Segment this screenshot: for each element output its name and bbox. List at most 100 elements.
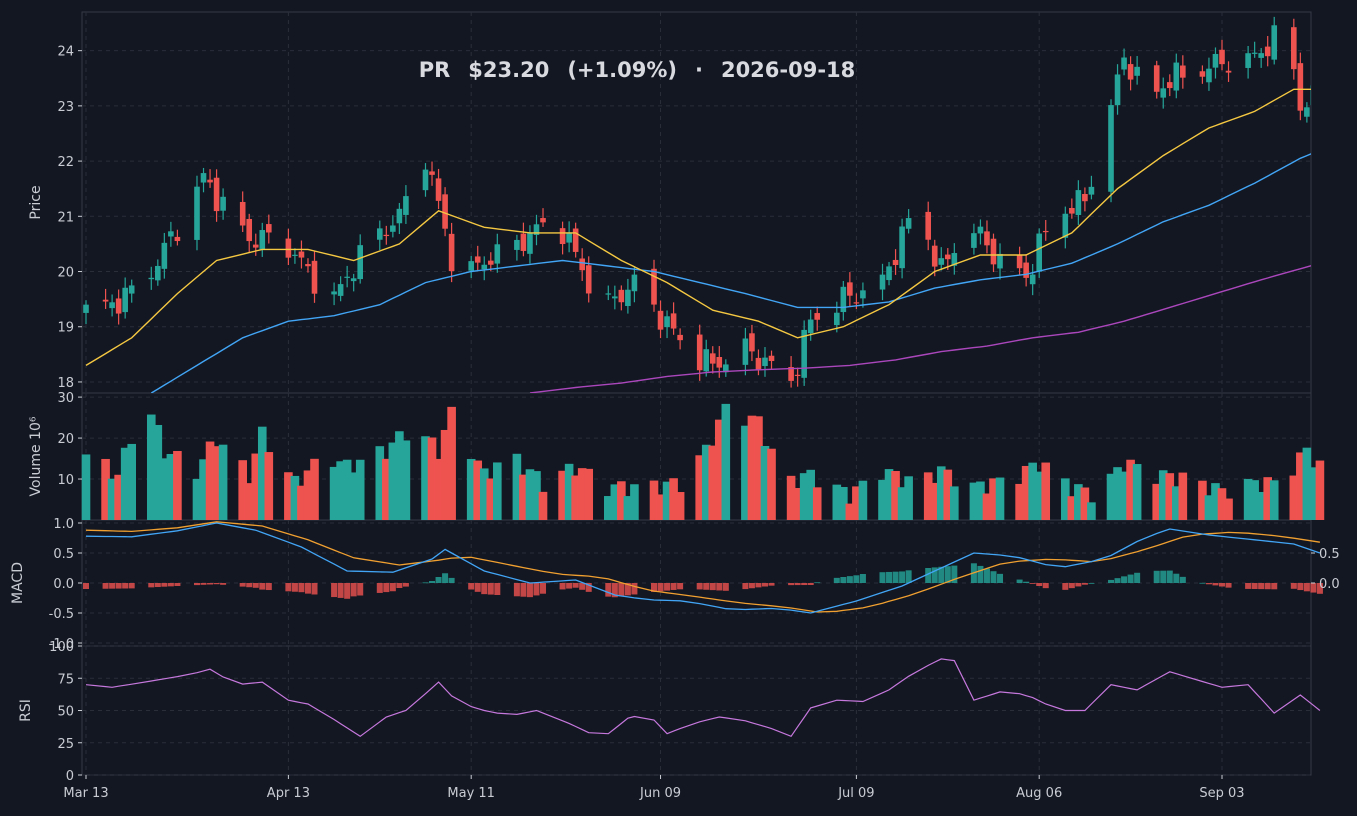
candle (429, 161, 435, 186)
candle (220, 188, 226, 220)
candle-body (298, 251, 305, 258)
candle (572, 222, 579, 258)
candle (194, 175, 200, 251)
candle-body (1088, 186, 1095, 195)
candle-body (442, 194, 448, 229)
candle-body (605, 293, 612, 295)
candle-body (350, 278, 357, 282)
macd-histogram-bar (259, 583, 266, 590)
macd-histogram-bar (677, 583, 684, 590)
macd-histogram-bar (239, 583, 246, 587)
macd-histogram-bar (879, 572, 886, 583)
chart-title: PR $23.20 (+1.09%) · 2026-09-18 (419, 58, 856, 82)
volume-bar (1178, 472, 1188, 520)
macd-histogram-bar (761, 583, 768, 587)
volume-bar (1171, 486, 1181, 520)
volume-bar (532, 471, 541, 520)
volume-bar (153, 424, 163, 520)
candle-body (853, 302, 860, 304)
candle (742, 327, 749, 376)
macd-histogram-bar (344, 583, 351, 599)
panel-ylabel: MACD (10, 562, 26, 604)
candle-body (468, 261, 474, 271)
macd-histogram-bar (1205, 583, 1212, 585)
candle (559, 221, 566, 255)
volume-bar (329, 466, 339, 520)
candle-body (520, 233, 527, 251)
candle-body (899, 226, 905, 269)
candle (723, 359, 729, 377)
y-tick-label: 20 (57, 266, 74, 281)
candle-body (474, 256, 481, 263)
candle-body (703, 349, 710, 372)
volume-bar (238, 460, 247, 520)
volume-bar (1152, 483, 1162, 520)
candle (1108, 99, 1114, 203)
price-date: 2026-09-18 (721, 58, 855, 82)
candle (390, 215, 396, 238)
macd-histogram-bar (376, 583, 383, 593)
candle (115, 289, 122, 325)
candle-body (716, 356, 723, 368)
macd-histogram-bar (605, 583, 612, 597)
candle (709, 346, 716, 374)
volume-bar (806, 469, 815, 520)
candle-body (148, 277, 155, 280)
candle (246, 213, 253, 253)
macd-histogram-bar (220, 583, 227, 585)
candle (579, 248, 585, 281)
panel-ylabel: RSI (18, 699, 34, 722)
candle-body (807, 319, 814, 334)
volume-bar (989, 478, 998, 520)
candle-body (540, 218, 546, 223)
candle (1206, 57, 1212, 91)
volume-bar (603, 496, 613, 520)
volume-bar (1315, 460, 1325, 520)
macd-histogram-bar (1127, 574, 1134, 583)
y-tick-label: 18 (57, 376, 74, 391)
volume-bar (1132, 464, 1142, 520)
candle-body (292, 254, 298, 256)
candle-body (115, 298, 122, 314)
volume-bar (1113, 467, 1122, 520)
macd-histogram-bar (814, 582, 821, 584)
macd-histogram-bar (383, 583, 390, 593)
volume-bar (884, 469, 894, 520)
candle (814, 306, 821, 331)
volume-bar (427, 437, 437, 520)
candle (801, 320, 807, 386)
candle (494, 233, 501, 273)
candle-body (977, 226, 984, 234)
macd-histogram-bar (540, 583, 547, 594)
macd-histogram-bar (1271, 583, 1278, 590)
candle-body (657, 310, 664, 330)
candle (239, 191, 246, 233)
y-tick-label: 0 (66, 769, 74, 784)
candle (1166, 74, 1173, 97)
volume-bar (466, 458, 476, 520)
macd-histogram-bar (1258, 583, 1265, 590)
grid-layer (81, 11, 1312, 776)
candle-body (1206, 68, 1212, 83)
volume-bar (486, 478, 496, 520)
candle (971, 223, 977, 255)
y-tick-label: 10 (57, 473, 74, 488)
volume-bar (1015, 483, 1024, 520)
candle-body (559, 228, 566, 245)
macd-histogram-bar (193, 583, 200, 586)
candle (990, 233, 997, 273)
volume-bar (1158, 470, 1168, 520)
volume-bar (936, 466, 946, 520)
candle-body (1036, 233, 1042, 272)
volume-bar (1041, 462, 1051, 520)
candle-body (239, 201, 246, 226)
volume-bar (447, 406, 456, 520)
volume-bar (558, 470, 567, 520)
macd-histogram-bar (651, 583, 657, 592)
candle (1271, 16, 1278, 65)
candle (161, 232, 168, 279)
candle-body (128, 285, 135, 294)
ticker-symbol: PR (419, 58, 451, 82)
candle (997, 243, 1003, 280)
volume-bar (793, 488, 802, 520)
